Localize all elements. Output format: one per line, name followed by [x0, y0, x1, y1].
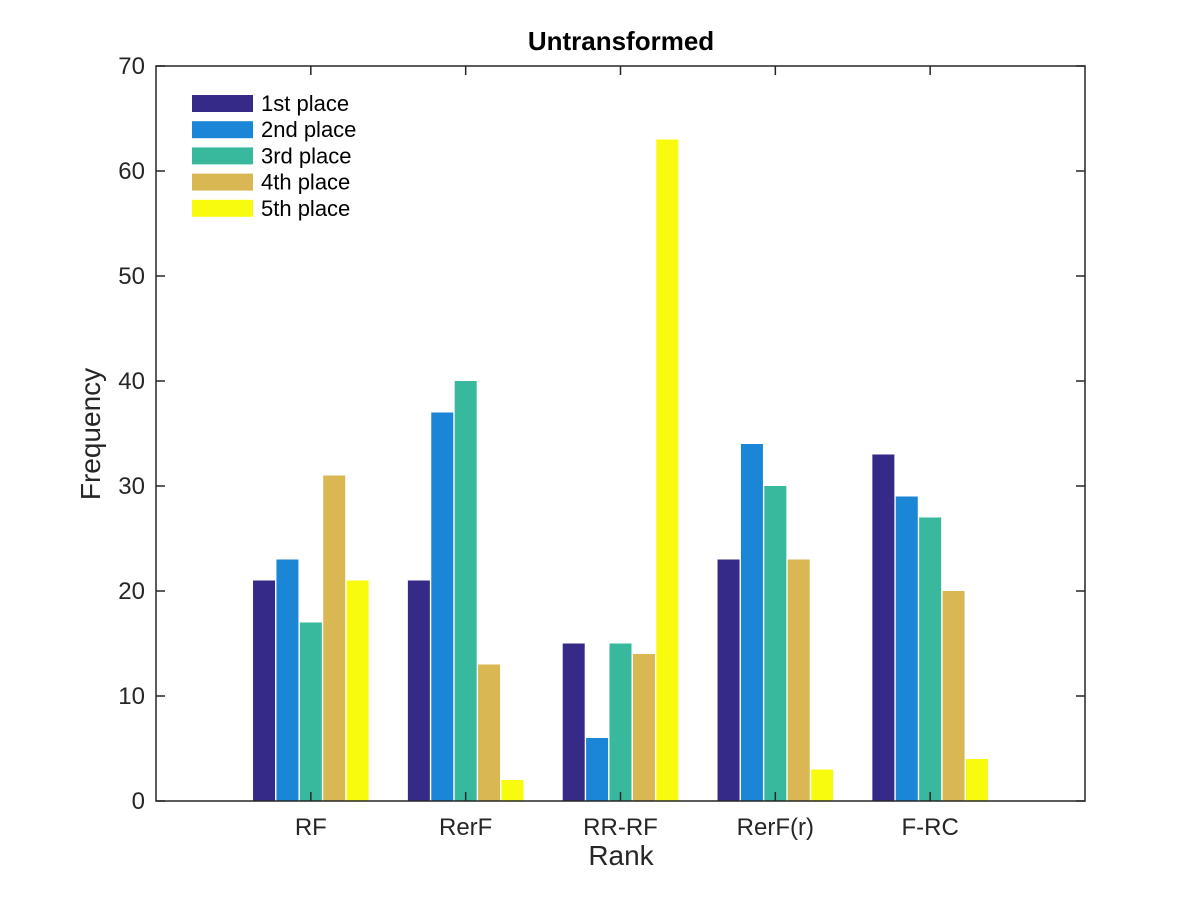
bars-layer — [253, 139, 988, 801]
bar — [586, 738, 609, 801]
x-axis-label: Rank — [588, 840, 654, 871]
bar — [872, 454, 895, 801]
y-tick-label: 0 — [132, 788, 145, 815]
y-axis-label: Frequency — [75, 368, 106, 500]
y-tick-label: 60 — [118, 158, 145, 185]
bar — [253, 580, 276, 801]
bar — [717, 559, 740, 801]
bar — [501, 780, 524, 801]
legend-label: 5th place — [261, 196, 350, 221]
y-tick-label: 70 — [118, 53, 145, 80]
bar — [299, 622, 322, 801]
bar — [895, 496, 918, 801]
bar — [942, 591, 965, 801]
bar — [632, 654, 655, 801]
bar — [431, 412, 454, 801]
y-tick-label: 10 — [118, 683, 145, 710]
legend-label: 3rd place — [261, 143, 352, 168]
bar — [562, 643, 585, 801]
legend-swatch — [192, 95, 253, 112]
legend-swatch — [192, 173, 253, 191]
axes: 0 10 20 30 40 50 60 70 RF RerF RR-RF RerF(r) F-RC — [118, 53, 1086, 841]
bar — [764, 486, 787, 801]
x-tick-label: RF — [295, 814, 327, 841]
bar — [478, 664, 501, 801]
bar — [346, 580, 369, 801]
bar — [740, 444, 763, 801]
y-tick-label: 40 — [118, 368, 145, 395]
legend-swatch — [192, 147, 253, 165]
legend-label: 1st place — [261, 91, 349, 116]
legend-label: 4th place — [261, 170, 350, 195]
legend-label: 2nd place — [261, 117, 356, 142]
bar — [656, 139, 679, 801]
x-tick-label: RerF — [439, 814, 492, 841]
bar — [919, 517, 942, 801]
bar — [787, 559, 810, 801]
x-tick-label: RerF(r) — [737, 814, 814, 841]
bar — [407, 580, 430, 801]
x-tick-label: RR-RF — [583, 814, 658, 841]
y-tick-label: 20 — [118, 578, 145, 605]
legend-swatch — [192, 199, 253, 217]
y-tick-label: 50 — [118, 263, 145, 290]
bar — [811, 769, 834, 801]
chart-title: Untransformed — [528, 26, 714, 56]
legend-swatch — [192, 121, 253, 139]
x-tick-label: F-RC — [902, 814, 959, 841]
bar — [276, 559, 299, 801]
bar — [965, 759, 988, 801]
bar — [454, 381, 477, 801]
bar — [609, 643, 632, 801]
bar — [323, 475, 346, 801]
y-tick-label: 30 — [118, 473, 145, 500]
